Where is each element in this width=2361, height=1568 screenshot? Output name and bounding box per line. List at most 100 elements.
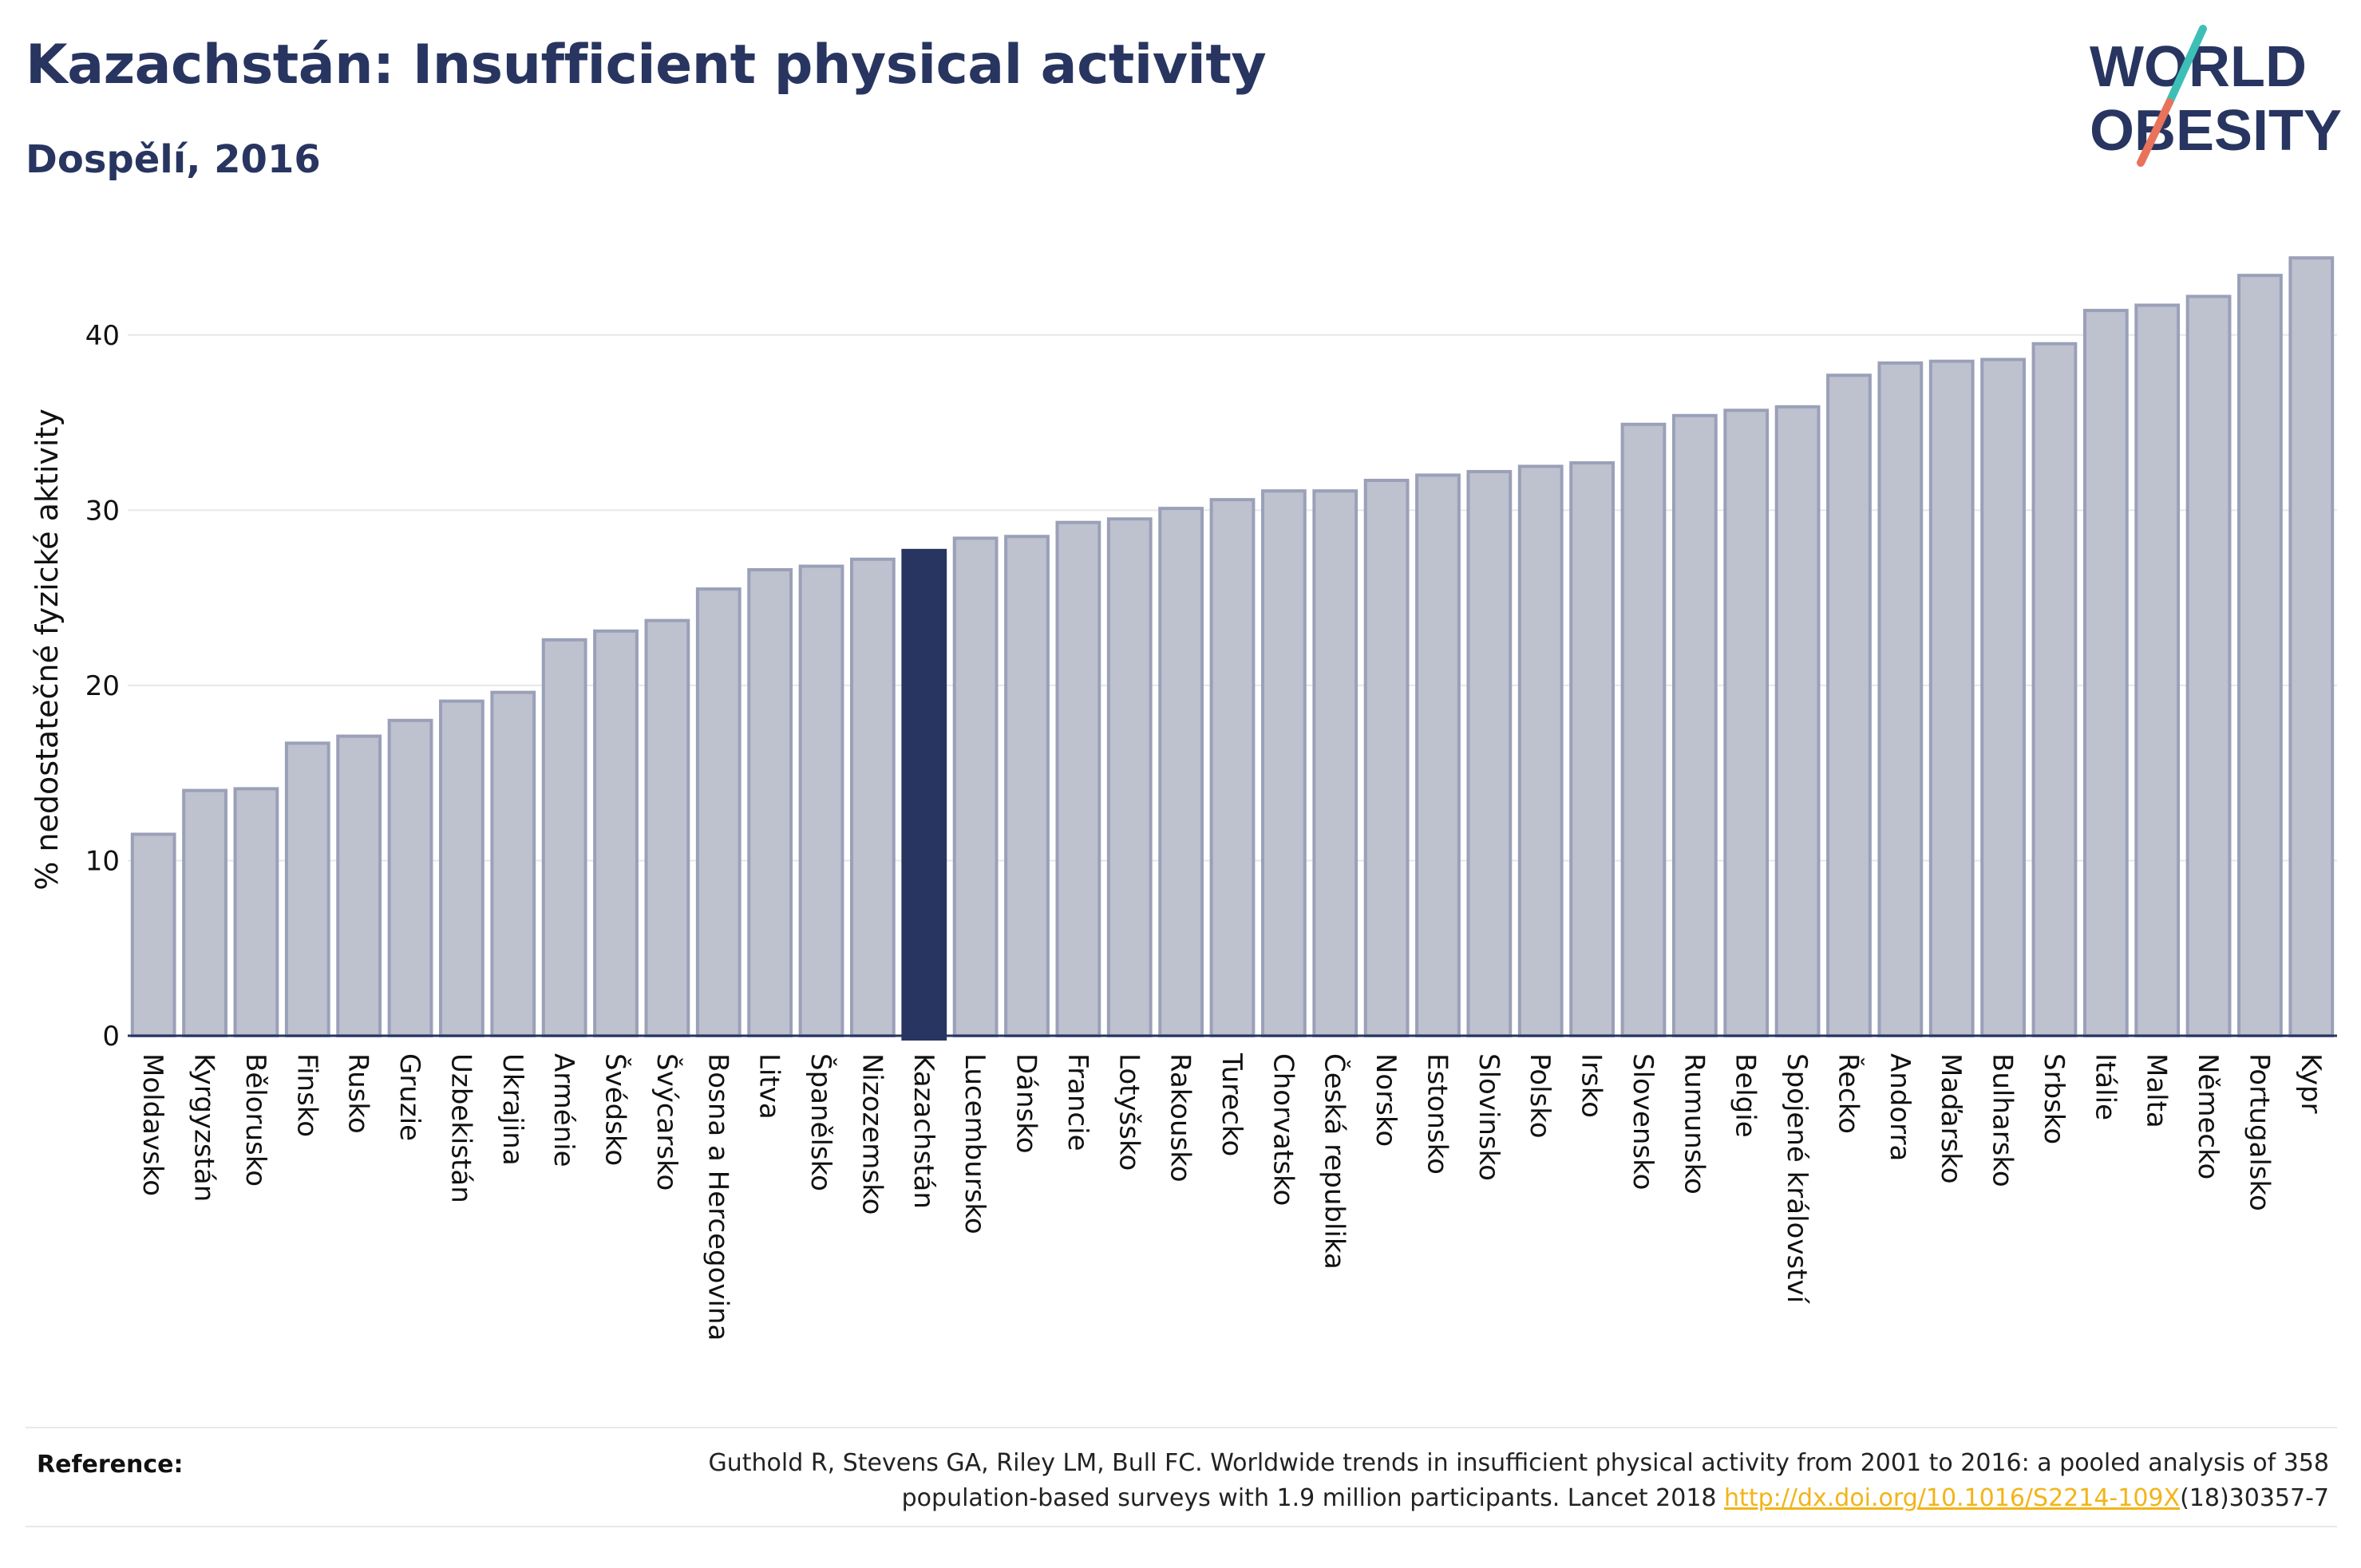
x-tick-label: Itálie	[2089, 1053, 2121, 1120]
x-tick-label: Finsko	[291, 1053, 322, 1137]
logo-word-obesity: OBESITY	[2090, 99, 2342, 163]
x-tick-label: Kyrgyzstán	[188, 1053, 220, 1202]
x-tick-label: Dánsko	[1010, 1053, 1042, 1154]
x-tick-label: Švédsko	[599, 1053, 632, 1166]
x-tick-label: Bělorusko	[239, 1053, 271, 1187]
x-tick-label: Arménie	[548, 1053, 579, 1167]
reference-line-1: Guthold R, Stevens GA, Riley LM, Bull FC…	[708, 1449, 2329, 1477]
x-tick-label: Andorra	[1884, 1053, 1916, 1161]
bar-26	[1466, 470, 1513, 1037]
x-tick-label: Nizozemsko	[856, 1053, 888, 1215]
x-tick-label: Česká republika	[1319, 1053, 1351, 1270]
bar-13	[798, 564, 844, 1037]
bar-1	[182, 788, 227, 1037]
x-tick-label: Francie	[1062, 1053, 1093, 1151]
x-tick-label: Uzbekistán	[445, 1053, 477, 1203]
bar-22	[1260, 489, 1307, 1037]
bar-38	[2082, 309, 2129, 1038]
bar-34	[1877, 361, 1924, 1037]
reference-line-2: population-based surveys with 1.9 millio…	[653, 1481, 2329, 1516]
bar-24	[1363, 479, 1410, 1037]
x-tick-label: Moldavsko	[136, 1053, 168, 1196]
y-axis-label: % nedostatečné fyzické aktivity	[30, 409, 65, 891]
x-tick-label: Srbsko	[2038, 1053, 2070, 1144]
bar-2	[233, 787, 279, 1038]
reference-text-prefix: population-based surveys with 1.9 millio…	[901, 1484, 1725, 1512]
chart-title: Kazachstán: Insufficient physical activi…	[26, 34, 1267, 97]
x-tick-labels: Moldavsko Kyrgyzstán Bělorusko Finsko Rusko G…	[136, 1053, 2327, 1341]
x-tick-label: Bosna a Hercegovina	[702, 1053, 734, 1341]
bar-31	[1723, 409, 1770, 1037]
x-tick-label: Maďarsko	[1935, 1053, 1967, 1184]
x-tick-label: Gruzie	[394, 1053, 425, 1141]
bar-37	[2031, 342, 2078, 1037]
bars	[130, 256, 2335, 1041]
chart-subtitle: Dospělí, 2016	[26, 137, 321, 182]
bar-36	[1980, 357, 2026, 1037]
bar-27	[1517, 464, 1564, 1037]
bar-28	[1569, 461, 1615, 1037]
bar-10	[644, 618, 690, 1037]
bar-7	[490, 690, 536, 1037]
x-tick-label: Polsko	[1524, 1053, 1556, 1139]
x-tick-label: Norsko	[1370, 1053, 1402, 1147]
bar-9	[593, 629, 639, 1037]
bar-39	[2134, 303, 2181, 1038]
reference-label: Reference:	[37, 1451, 184, 1479]
x-tick-label: Slovinsko	[1473, 1053, 1505, 1181]
y-tick-label: 40	[85, 320, 120, 352]
y-tick-label: 10	[85, 845, 120, 877]
bar-30	[1671, 413, 1718, 1037]
x-tick-label: Belgie	[1730, 1053, 1762, 1138]
bar-25	[1415, 473, 1461, 1037]
bar-19	[1106, 517, 1153, 1037]
x-tick-label: Německo	[2192, 1053, 2224, 1179]
x-tick-label: Spojené království	[1781, 1053, 1813, 1305]
bar-20	[1158, 507, 1204, 1037]
bar-6	[439, 699, 484, 1037]
x-tick-label: Rumunsko	[1678, 1053, 1710, 1195]
bar-40	[2185, 294, 2232, 1037]
bar-17	[1004, 535, 1050, 1037]
bar-3	[284, 741, 330, 1037]
reference-text: Guthold R, Stevens GA, Riley LM, Bull FC…	[653, 1446, 2329, 1516]
bar-14	[850, 557, 896, 1037]
x-tick-label: Bulharsko	[1987, 1053, 2019, 1187]
reference-divider-bottom	[26, 1526, 2337, 1527]
logo-slash-top	[2165, 25, 2207, 106]
bar-0	[130, 832, 176, 1037]
bar-12	[747, 567, 793, 1037]
y-tick-label: 30	[85, 495, 120, 527]
y-tick-label: 20	[85, 670, 120, 702]
bar-11	[695, 587, 742, 1037]
x-tick-label: Řecko	[1832, 1053, 1865, 1134]
bar-41	[2237, 274, 2283, 1037]
x-tick-label: Ukrajina	[496, 1053, 528, 1166]
logo-slash-bottom	[2137, 98, 2173, 167]
bar-4	[336, 734, 382, 1037]
x-tick-label: Kypr	[2295, 1053, 2327, 1114]
x-tick-label: Rusko	[342, 1053, 374, 1134]
x-tick-label: Rakousko	[1165, 1053, 1196, 1183]
y-tick-labels: 0 10 20 30 40	[85, 320, 120, 1053]
bar-23	[1312, 489, 1358, 1037]
x-tick-label: Lucembursko	[959, 1053, 991, 1234]
x-tick-label: Chorvatsko	[1267, 1053, 1299, 1206]
x-tick-label: Slovensko	[1627, 1053, 1659, 1190]
bar-5	[387, 718, 433, 1037]
x-tick-label: Lotyšsko	[1113, 1053, 1145, 1171]
bar-21	[1209, 498, 1256, 1037]
bar-18	[1055, 520, 1101, 1037]
bar-33	[1826, 373, 1872, 1037]
x-tick-label: Turecko	[1216, 1053, 1248, 1156]
x-tick-label: Estonsko	[1421, 1053, 1453, 1175]
x-tick-label: Portugalsko	[2243, 1053, 2275, 1211]
bar-15	[901, 548, 947, 1041]
x-tick-label: Malta	[2141, 1053, 2173, 1128]
bar-35	[1928, 359, 1975, 1037]
x-tick-label: Litva	[753, 1053, 785, 1120]
x-tick-label: Španělsko	[805, 1053, 837, 1191]
reference-doi-link[interactable]: http://dx.doi.org/10.1016/S2214-109X	[1724, 1484, 2181, 1512]
bar-16	[952, 536, 999, 1037]
x-tick-label: Kazachstán	[908, 1053, 939, 1209]
